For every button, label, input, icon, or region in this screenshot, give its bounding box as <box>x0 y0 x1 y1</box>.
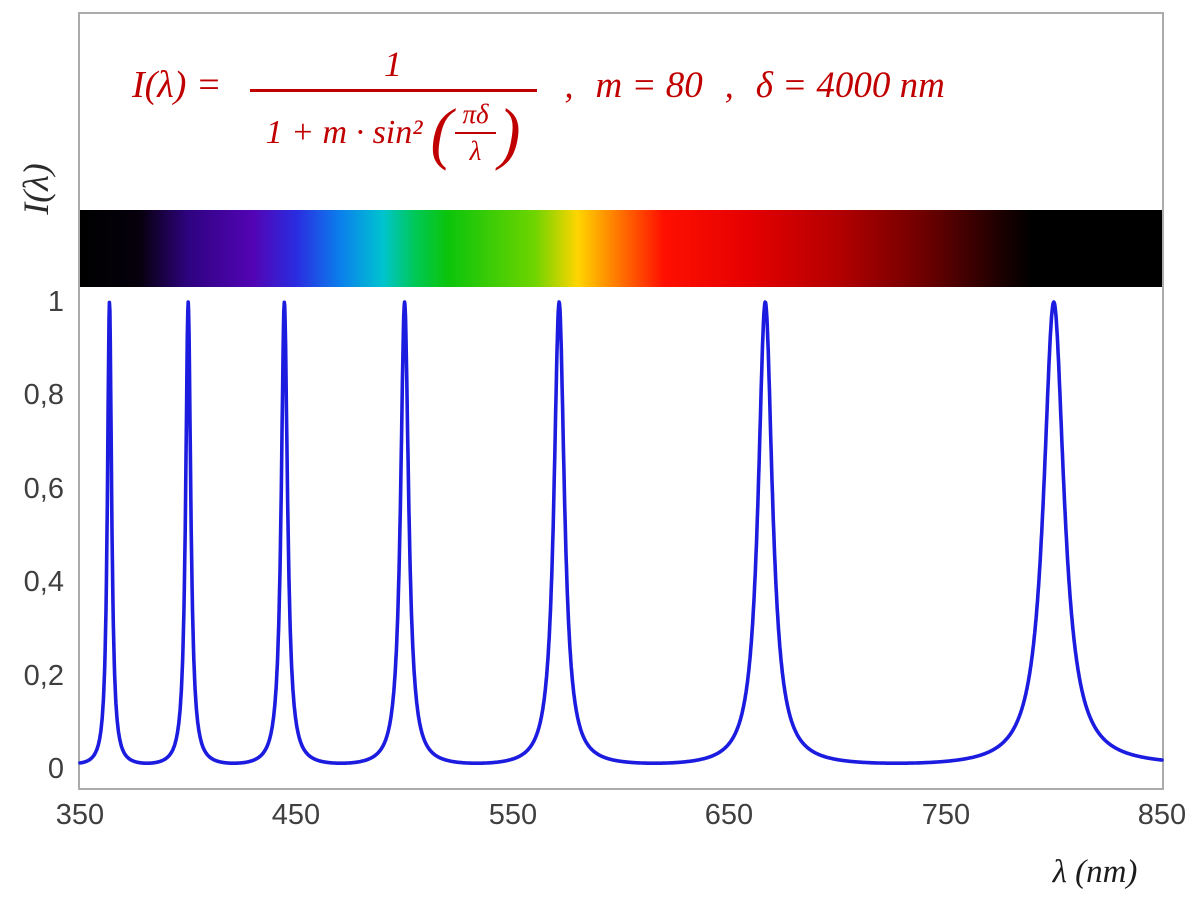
denominator-prefix: 1 + m · sin² <box>265 114 423 152</box>
formula-fraction: 1 1 + m · sin² ( πδ λ ) <box>249 43 537 166</box>
formula-lhs: I(λ) = <box>132 64 222 106</box>
param-m: m = 80 <box>595 64 703 106</box>
x-tick-label: 650 <box>704 799 754 831</box>
inner-denominator: λ <box>469 135 482 166</box>
param-delta: δ = 4000 nm <box>755 64 945 106</box>
y-tick-label: 0,4 <box>23 566 64 598</box>
formula: I(λ) = 1 1 + m · sin² ( πδ λ ) , m = 80 … <box>132 30 945 180</box>
inner-numerator: πδ <box>455 100 496 134</box>
y-tick-label: 0,8 <box>23 379 64 411</box>
formula-comma: , <box>564 65 574 105</box>
x-tick-label: 450 <box>271 799 321 831</box>
y-tick-label: 1 <box>47 286 64 318</box>
x-axis-title: λ (nm) <box>1052 854 1138 890</box>
x-tick-label: 850 <box>1137 799 1187 831</box>
y-tick-label: 0,2 <box>23 660 64 692</box>
y-tick-label: 0,6 <box>23 473 64 505</box>
x-tick-label: 350 <box>55 799 105 831</box>
formula-comma: , <box>724 65 734 105</box>
y-tick-label: 0 <box>47 753 64 785</box>
spectrum-strip <box>80 210 1162 287</box>
x-tick-label: 550 <box>488 799 538 831</box>
inner-fraction: πδ λ <box>455 100 496 166</box>
x-tick-label: 750 <box>921 799 971 831</box>
y-axis-title: I(λ) <box>16 163 56 215</box>
fraction-denominator: 1 + m · sin² ( πδ λ ) <box>249 89 537 166</box>
fraction-numerator: 1 <box>384 43 403 84</box>
